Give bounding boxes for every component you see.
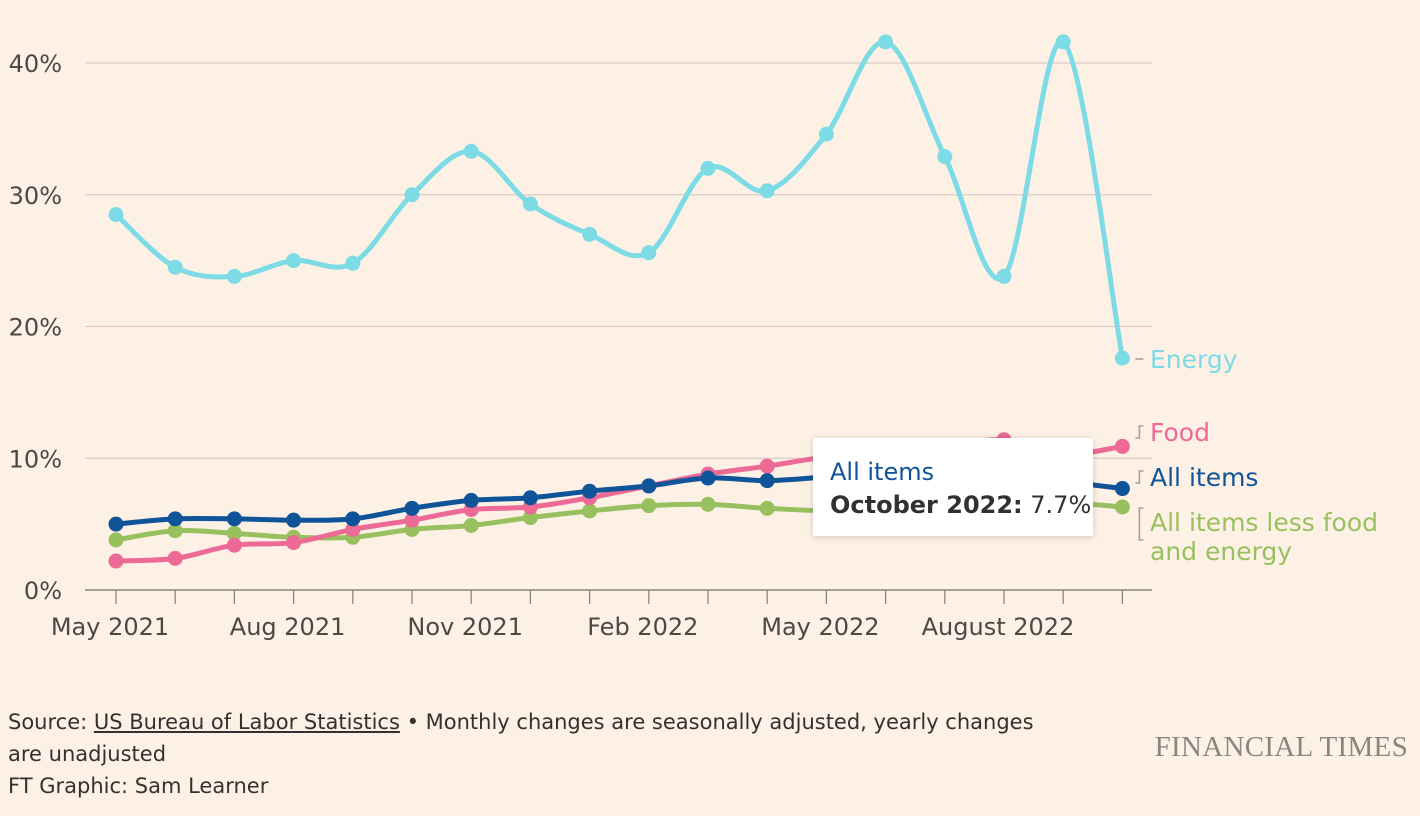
data-point-all-items-less-food-and-energy[interactable] [700,496,716,512]
data-point-all-items[interactable] [700,470,716,486]
data-point-energy[interactable] [1114,350,1130,366]
tooltip-value: 7.7% [1030,491,1092,519]
data-point-energy[interactable] [878,34,894,50]
data-point-all-items-less-food-and-energy[interactable] [641,498,657,514]
tooltip-value-line: October 2022: 7.7% [830,488,1091,522]
data-point-all-items[interactable] [641,478,657,494]
data-point-all-items[interactable] [1114,481,1130,497]
series-labels: Energy Food All items All items less foodan… [1135,345,1378,566]
data-point-food[interactable] [167,550,183,566]
data-point-energy[interactable] [522,196,538,212]
series-label-all-items-less-food-and-energy: All items less food [1150,508,1378,537]
data-point-all-items[interactable] [582,483,598,499]
data-point-energy[interactable] [641,245,657,261]
series-line-energy [113,39,1125,361]
label-connector [1135,470,1144,484]
graphic-credit: FT Graphic: Sam Learner [8,774,269,798]
data-point-all-items[interactable] [463,492,479,508]
data-point-all-items-less-food-and-energy[interactable] [463,517,479,533]
data-point-energy[interactable] [286,253,302,269]
data-point-all-items[interactable] [167,511,183,527]
x-tick-label: Aug 2021 [230,613,346,641]
x-tick-label: May 2022 [761,613,879,641]
data-point-food[interactable] [108,553,124,569]
data-point-energy[interactable] [404,187,420,203]
series-label-food: Food [1150,418,1210,447]
data-point-food[interactable] [345,521,361,537]
x-axis: May 2021 Aug 2021 Nov 2021 Feb 2022 May 2022… [51,590,1124,641]
data-point-energy[interactable] [700,160,716,176]
tooltip-date: October 2022: [830,491,1023,519]
data-point-all-items-less-food-and-energy[interactable] [582,503,598,519]
series-label-all-items: All items [1150,463,1258,492]
data-point-energy[interactable] [818,126,834,142]
label-connector [1135,425,1144,439]
data-point-all-items[interactable] [226,511,242,527]
data-point-energy[interactable] [345,255,361,271]
data-point-energy[interactable] [226,268,242,284]
data-point-all-items[interactable] [286,512,302,528]
data-point-energy[interactable] [937,149,953,165]
data-point-food[interactable] [286,535,302,551]
data-point-all-items[interactable] [108,516,124,532]
data-point-energy[interactable] [996,268,1012,284]
label-connector [1138,507,1144,541]
y-tick-label: 0% [24,577,62,605]
x-tick-label: August 2022 [922,613,1075,641]
financial-times-logo: FINANCIAL TIMES [1154,731,1408,763]
y-tick-label: 10% [9,445,62,473]
data-point-energy[interactable] [759,183,775,199]
source-prefix: Source: [8,710,94,734]
data-point-food[interactable] [226,537,242,553]
x-tick-label: Feb 2022 [587,613,698,641]
y-tick-label: 20% [9,314,62,342]
data-point-all-items-less-food-and-energy[interactable] [759,500,775,516]
line-chart: 0% 10% 20% 30% 40% May 2021 Aug 2021 Nov 2021 F… [9,34,1378,641]
data-point-food[interactable] [1114,438,1130,454]
data-point-all-items[interactable] [345,511,361,527]
data-point-all-items-less-food-and-energy[interactable] [167,523,183,539]
data-point-energy[interactable] [463,143,479,159]
data-point-energy[interactable] [582,226,598,242]
chart-footer: Source: US Bureau of Labor Statistics • … [8,706,1068,802]
data-point-all-items-less-food-and-energy[interactable] [1114,499,1130,515]
source-link[interactable]: US Bureau of Labor Statistics [93,710,400,734]
series-label-energy: Energy [1150,345,1238,374]
series-label-all-items-less-food-and-energy: and energy [1150,537,1292,566]
data-point-all-items[interactable] [522,490,538,506]
hover-tooltip: All items October 2022: 7.7% [813,438,1093,536]
x-tick-label: Nov 2021 [407,613,523,641]
data-point-energy[interactable] [167,259,183,275]
series-points[interactable] [108,34,1130,569]
y-tick-label: 40% [9,50,62,78]
data-point-all-items[interactable] [759,473,775,489]
source-note: Source: US Bureau of Labor Statistics • … [8,706,1068,770]
y-tick-label: 30% [9,182,62,210]
data-point-all-items[interactable] [404,500,420,516]
data-point-food[interactable] [404,512,420,528]
source-description: • Monthly changes are seasonally adjuste… [8,710,1034,766]
data-point-all-items-less-food-and-energy[interactable] [108,532,124,548]
tooltip-series-name: All items [830,458,935,486]
data-point-food[interactable] [759,458,775,474]
data-point-energy[interactable] [1055,34,1071,50]
y-axis-ticks: 0% 10% 20% 30% 40% [9,50,62,605]
gridlines [85,62,1152,591]
data-point-all-items-less-food-and-energy[interactable] [226,525,242,541]
data-point-energy[interactable] [108,207,124,223]
x-tick-label: May 2021 [51,613,169,641]
data-point-all-items-less-food-and-energy[interactable] [522,510,538,526]
